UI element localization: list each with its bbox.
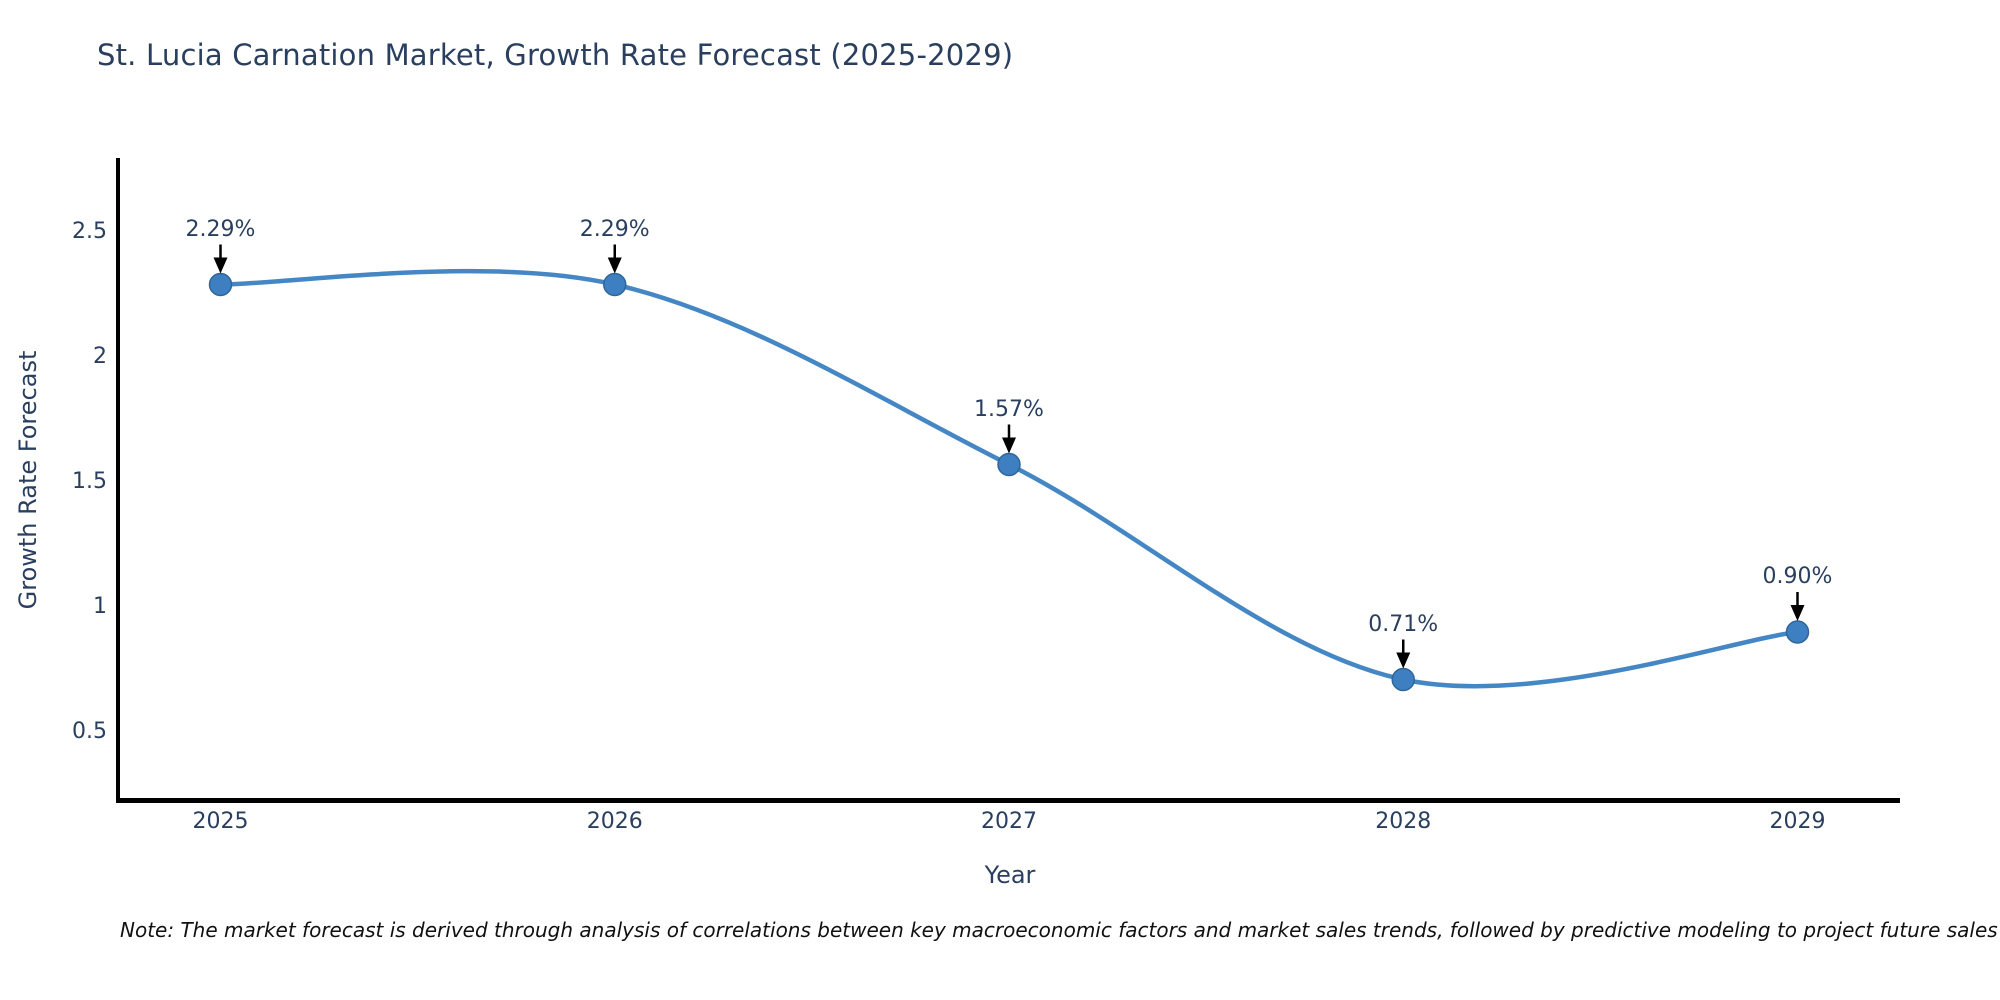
annotation-arrowhead	[1396, 652, 1411, 669]
data-point	[997, 452, 1021, 477]
point-label: 0.71%	[1368, 611, 1439, 637]
y-tick-label: 2.5	[72, 219, 107, 244]
y-tick-label: 2	[93, 344, 107, 369]
point-label: 0.90%	[1762, 564, 1833, 589]
annotation-arrowhead	[1002, 437, 1016, 454]
x-axis-title: Year	[984, 861, 1036, 889]
series-line	[218, 268, 1800, 689]
x-tick-label: 2029	[1769, 809, 1826, 834]
chart-title: St. Lucia Carnation Market, Growth Rate …	[97, 38, 1014, 72]
annotation-arrowhead	[607, 257, 622, 274]
point-label: 2.29%	[579, 216, 650, 242]
point-label: 1.57%	[974, 396, 1044, 422]
x-tick-label: 2028	[1375, 809, 1432, 834]
data-point	[1785, 620, 1810, 644]
footnote: Note: The market forecast is derived thr…	[120, 918, 1998, 942]
y-tick-label: 1.5	[72, 469, 107, 494]
point-label: 2.29%	[185, 216, 256, 242]
x-tick-label: 2026	[586, 809, 643, 834]
x-tick-label: 2027	[981, 809, 1037, 834]
data-point	[1391, 667, 1415, 692]
data-point	[208, 272, 233, 297]
annotation-arrowhead	[213, 257, 228, 274]
data-point	[603, 272, 627, 297]
y-tick-label: 1	[93, 594, 107, 619]
y-tick-label: 0.5	[72, 719, 107, 744]
x-tick-label: 2025	[192, 809, 249, 834]
annotation-arrowhead	[1790, 605, 1805, 621]
